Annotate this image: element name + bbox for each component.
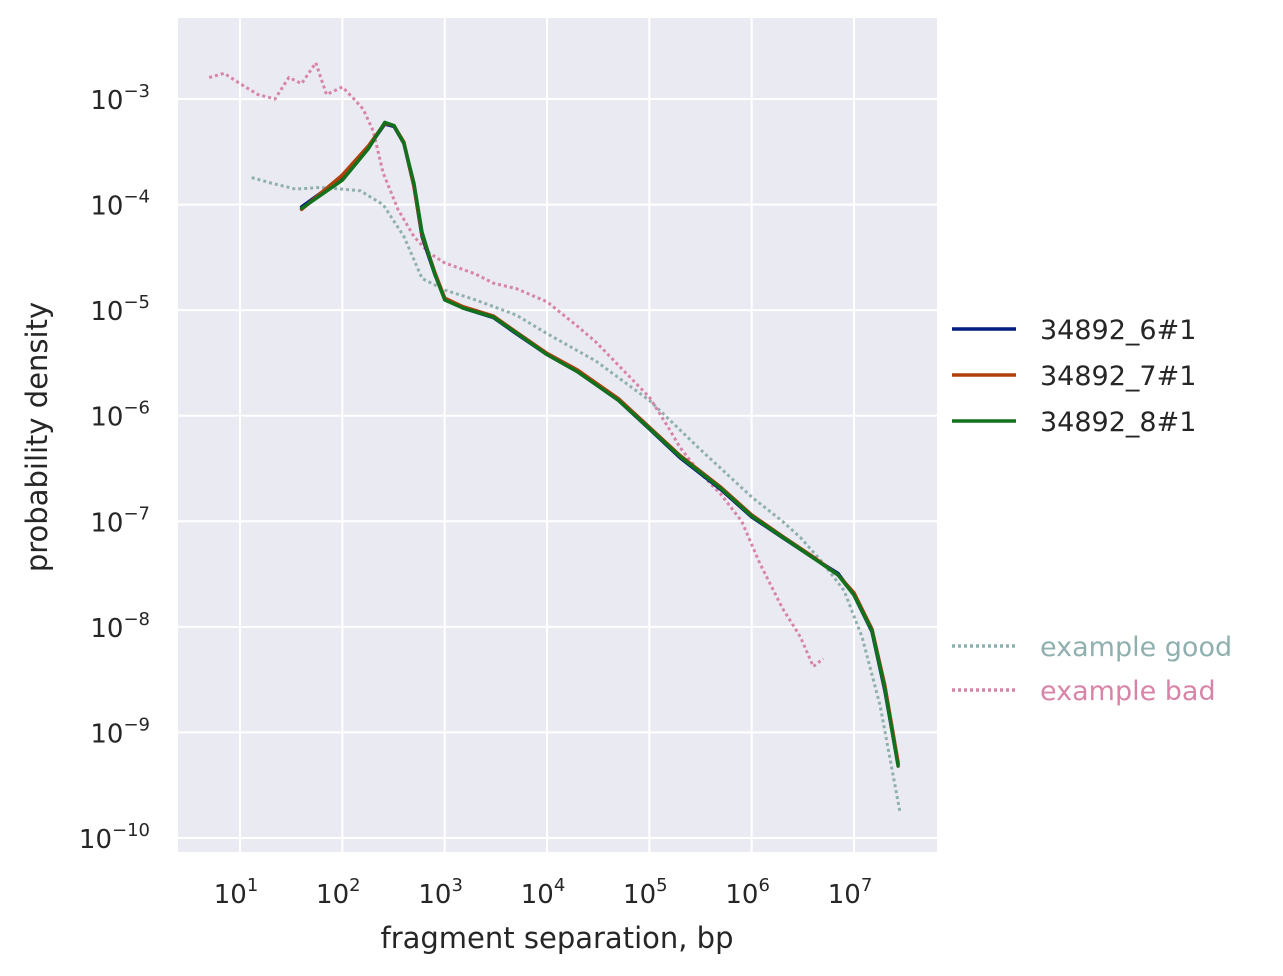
series-line-5 [208,61,825,669]
x-tick-labels: 101 102 103 104 105 106 107 [214,875,873,910]
y-tick-label: 10−6 [90,398,150,433]
x-axis-label: fragment separation, bp [381,921,734,955]
x-tick-label: 107 [828,875,873,910]
y-tick-label: 10−9 [90,714,150,749]
legend-label: 34892_6#1 [1040,315,1196,346]
legend-label: example good [1040,632,1232,663]
y-tick-label: 10−8 [90,609,150,644]
y-tick-label: 10−5 [90,292,150,327]
y-tick-label: 10−4 [90,187,150,222]
y-tick-labels: 10−10 10−9 10−8 10−7 10−6 10−5 10−4 10−3 [79,81,150,855]
legend-label: 34892_7#1 [1040,361,1196,392]
x-tick-label: 102 [316,875,361,910]
x-tick-label: 104 [521,875,566,910]
y-tick-label: 10−7 [90,503,150,538]
x-tick-label: 105 [623,875,668,910]
y-axis-label: probability density [20,302,54,572]
y-tick-label: 10−10 [79,820,150,855]
x-tick-label: 101 [214,875,259,910]
plot-area [178,18,937,852]
gridlines [178,18,937,852]
x-tick-label: 106 [725,875,770,910]
x-tick-label: 103 [418,875,463,910]
y-tick-label: 10−3 [90,81,150,116]
legend-label: example bad [1040,676,1216,707]
legend-label: 34892_8#1 [1040,407,1196,438]
data-series [208,61,902,812]
series-line-3 [299,120,900,768]
